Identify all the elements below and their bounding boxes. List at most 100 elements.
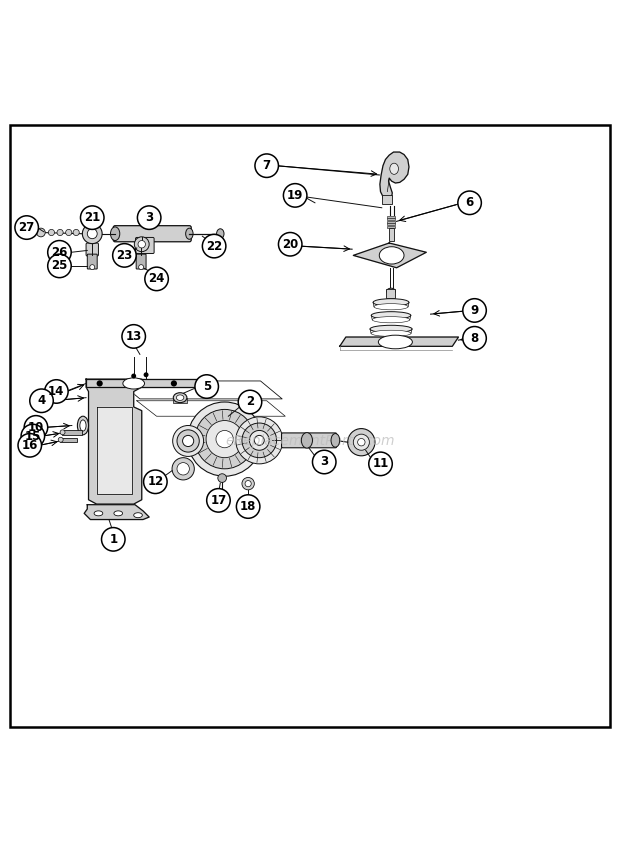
Circle shape (278, 232, 302, 256)
Circle shape (236, 494, 260, 518)
Circle shape (45, 380, 68, 403)
Circle shape (245, 481, 251, 487)
Text: 6: 6 (466, 197, 474, 209)
Circle shape (97, 380, 103, 386)
Circle shape (24, 415, 48, 439)
FancyBboxPatch shape (387, 223, 396, 225)
Polygon shape (86, 379, 142, 504)
Ellipse shape (373, 299, 409, 306)
FancyBboxPatch shape (113, 226, 191, 242)
Circle shape (249, 431, 269, 450)
Ellipse shape (374, 304, 408, 310)
Text: 21: 21 (84, 211, 100, 224)
Circle shape (81, 206, 104, 230)
Ellipse shape (379, 247, 404, 264)
Circle shape (187, 402, 262, 477)
Ellipse shape (94, 511, 103, 516)
Polygon shape (86, 379, 198, 387)
FancyBboxPatch shape (86, 243, 99, 256)
FancyBboxPatch shape (382, 195, 392, 204)
Text: 3: 3 (320, 455, 329, 469)
Text: 1: 1 (109, 533, 117, 545)
Text: 5: 5 (203, 380, 211, 393)
Ellipse shape (331, 433, 340, 447)
Ellipse shape (78, 416, 89, 435)
Text: 16: 16 (22, 439, 38, 452)
Circle shape (131, 374, 136, 379)
Text: 2: 2 (246, 396, 254, 408)
Ellipse shape (371, 330, 411, 336)
Circle shape (48, 241, 71, 264)
Circle shape (145, 267, 169, 291)
Text: 8: 8 (471, 332, 479, 345)
Circle shape (82, 224, 102, 243)
Circle shape (48, 230, 55, 236)
Ellipse shape (372, 317, 410, 323)
Circle shape (458, 191, 481, 214)
FancyBboxPatch shape (136, 254, 146, 269)
Circle shape (177, 463, 189, 475)
Ellipse shape (301, 432, 312, 448)
Text: 19: 19 (287, 189, 303, 202)
Polygon shape (380, 152, 409, 200)
Text: 18: 18 (240, 500, 256, 513)
Text: 13: 13 (126, 330, 142, 343)
Circle shape (182, 436, 193, 447)
Circle shape (242, 423, 277, 458)
FancyBboxPatch shape (173, 397, 187, 403)
Circle shape (348, 429, 375, 456)
Text: 14: 14 (48, 385, 64, 398)
Polygon shape (353, 243, 427, 268)
Circle shape (66, 230, 72, 236)
Circle shape (139, 265, 144, 270)
FancyBboxPatch shape (281, 433, 337, 448)
Circle shape (195, 409, 254, 469)
Text: 3: 3 (145, 211, 153, 224)
Circle shape (172, 426, 203, 456)
Polygon shape (97, 407, 133, 494)
Circle shape (90, 265, 95, 270)
Circle shape (206, 488, 230, 512)
Polygon shape (340, 337, 458, 346)
Circle shape (172, 458, 194, 480)
Text: 10: 10 (28, 421, 44, 434)
FancyBboxPatch shape (387, 216, 396, 218)
Circle shape (216, 431, 233, 448)
Circle shape (218, 474, 226, 483)
Circle shape (60, 430, 65, 435)
Text: eReplacementParts.com: eReplacementParts.com (225, 434, 395, 448)
FancyBboxPatch shape (87, 254, 97, 269)
Circle shape (57, 230, 63, 236)
Circle shape (30, 389, 53, 413)
Text: 7: 7 (263, 159, 271, 172)
Circle shape (463, 299, 486, 323)
Circle shape (236, 417, 283, 464)
Text: 15: 15 (25, 430, 41, 443)
Text: 23: 23 (117, 248, 133, 262)
Ellipse shape (378, 335, 412, 349)
Circle shape (87, 229, 97, 238)
Circle shape (177, 430, 199, 452)
Circle shape (171, 380, 177, 386)
Text: 27: 27 (19, 221, 35, 234)
Circle shape (238, 391, 262, 414)
Text: 4: 4 (37, 394, 46, 408)
Text: 9: 9 (471, 304, 479, 317)
Circle shape (138, 241, 146, 248)
Circle shape (195, 374, 218, 398)
Circle shape (135, 237, 149, 252)
Ellipse shape (123, 378, 144, 389)
FancyBboxPatch shape (136, 237, 154, 254)
Ellipse shape (176, 395, 184, 401)
Ellipse shape (390, 163, 399, 174)
Ellipse shape (114, 511, 123, 516)
Text: 20: 20 (282, 237, 298, 251)
Circle shape (144, 372, 149, 377)
Circle shape (358, 438, 365, 446)
Text: 17: 17 (210, 494, 226, 507)
Text: 26: 26 (51, 246, 68, 259)
FancyBboxPatch shape (389, 227, 394, 241)
FancyBboxPatch shape (387, 218, 396, 220)
Circle shape (369, 452, 392, 476)
Circle shape (206, 420, 243, 458)
